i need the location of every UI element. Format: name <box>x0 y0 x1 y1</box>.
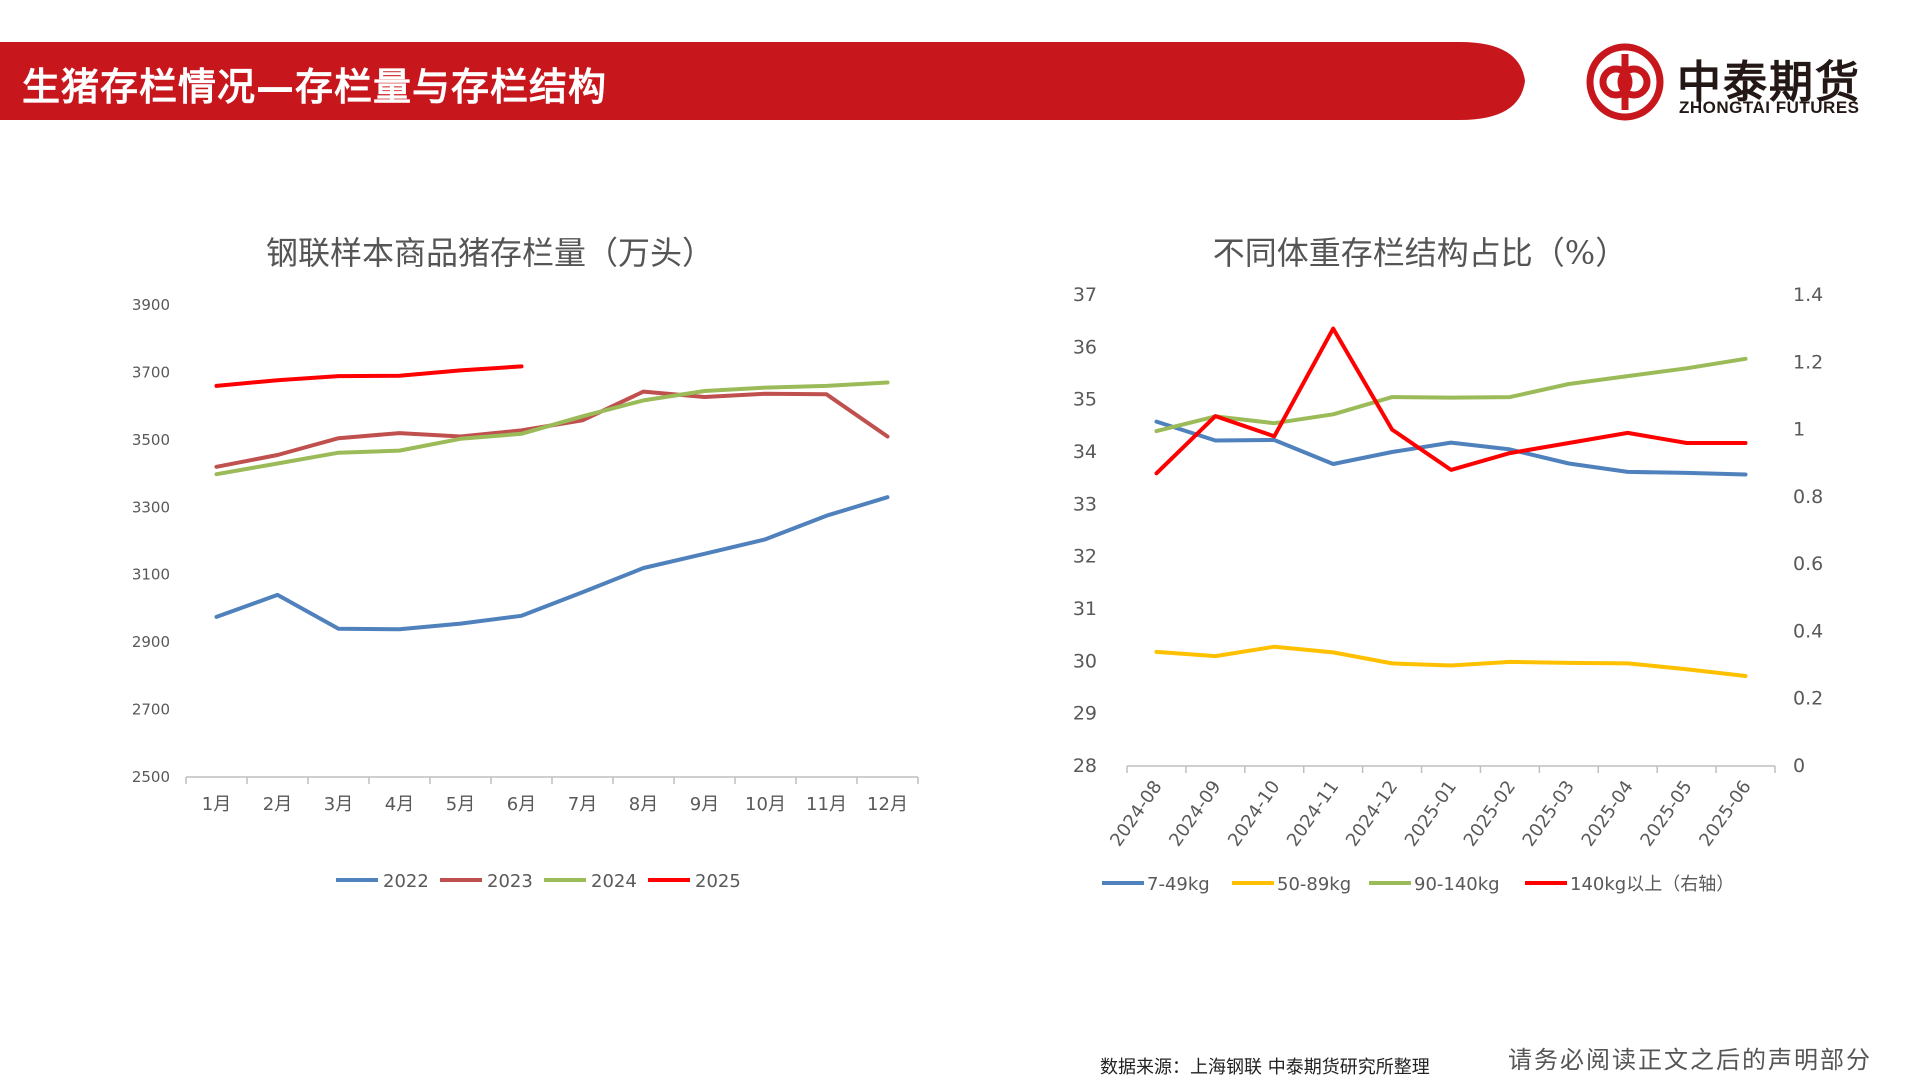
legend-label-2023: 2023 <box>487 871 533 892</box>
right-x-tick-label: 2024-08 <box>1106 777 1166 851</box>
left-x-tick-label: 8月 <box>629 794 658 815</box>
zhongtai-logo-mark-icon <box>1586 43 1664 121</box>
left-x-tick-label: 7月 <box>568 794 597 815</box>
right-chart-left-y-tick-label: 31 <box>1073 598 1097 620</box>
right-chart-left-y-tick-label: 37 <box>1073 284 1097 306</box>
left-x-tick-label: 2月 <box>263 794 292 815</box>
left-y-tick-label: 3100 <box>132 566 170 584</box>
left-y-tick-label: 2900 <box>132 633 170 651</box>
right-chart-left-y-tick-label: 34 <box>1073 441 1097 463</box>
right-x-tick-label: 2025-01 <box>1401 777 1461 851</box>
series-line-3 <box>1154 326 1748 476</box>
series-line-2022 <box>214 495 890 632</box>
right-chart-right-y-tick-label: 0 <box>1793 755 1805 777</box>
header-bar <box>0 42 1525 120</box>
left-x-tick-label: 4月 <box>385 794 414 815</box>
legend-label-2025: 2025 <box>695 871 741 892</box>
series-line-2025 <box>214 364 524 388</box>
right-chart-right-y-tick-label: 1.2 <box>1793 351 1823 373</box>
right-chart-left-y-tick-label: 36 <box>1073 336 1097 358</box>
right-chart-right-y-tick-label: 1 <box>1793 419 1805 441</box>
right-x-tick-label: 2025-04 <box>1577 777 1637 851</box>
legend-label-2022: 2022 <box>383 871 429 892</box>
left-y-tick-label: 3900 <box>132 296 170 314</box>
right-chart-left-y-tick-label: 30 <box>1073 650 1097 672</box>
right-chart-left-y-tick-label: 32 <box>1073 546 1097 568</box>
right-x-tick-label: 2025-03 <box>1519 777 1579 851</box>
legend-label-3: 140kg以上（右轴） <box>1570 874 1734 895</box>
right-x-tick-label: 2024-09 <box>1165 777 1225 851</box>
legend-label-2: 90-140kg <box>1414 874 1500 895</box>
right-x-tick-label: 2025-06 <box>1695 777 1755 851</box>
left-x-tick-label: 10月 <box>745 794 786 815</box>
right-chart-right-y-tick-label: 0.6 <box>1793 553 1823 575</box>
disclaimer-note: 请务必阅读正文之后的声明部分 <box>1508 1046 1872 1074</box>
left-y-tick-label: 3700 <box>132 363 170 381</box>
right-x-tick-label: 2024-12 <box>1342 777 1402 851</box>
series-line-2 <box>1154 356 1748 434</box>
zhongtai-logo: 中泰期货 ZHONGTAI FUTURES <box>1585 40 1905 130</box>
legend-label-0: 7-49kg <box>1147 874 1210 895</box>
right-chart-left-y-tick-label: 35 <box>1073 389 1097 411</box>
left-y-tick-label: 2700 <box>132 701 170 719</box>
left-x-tick-label: 6月 <box>507 794 536 815</box>
right-x-tick-label: 2024-10 <box>1224 777 1284 851</box>
left-x-tick-label: 12月 <box>867 794 908 815</box>
series-line-0 <box>1154 419 1748 477</box>
left-x-tick-label: 9月 <box>690 794 719 815</box>
right-x-tick-label: 2025-05 <box>1636 777 1696 851</box>
right-x-tick-label: 2025-02 <box>1460 777 1520 851</box>
left-y-tick-label: 3300 <box>132 498 170 516</box>
right-chart-right-y-tick-label: 0.8 <box>1793 486 1823 508</box>
right-chart-right-y-tick-label: 0.2 <box>1793 688 1823 710</box>
logo-name-cn: 中泰期货 <box>1677 57 1861 108</box>
logo-name-en: ZHONGTAI FUTURES <box>1679 98 1860 117</box>
right-chart-right-y-tick-label: 1.4 <box>1793 284 1823 306</box>
right-chart-title: 不同体重存栏结构占比（%） <box>1212 234 1628 272</box>
right-chart-left-y-tick-label: 33 <box>1073 493 1097 515</box>
data-source-note: 数据来源：上海钢联 中泰期货研究所整理 <box>1100 1057 1430 1078</box>
right-x-tick-label: 2024-11 <box>1283 777 1343 851</box>
legend-label-2024: 2024 <box>591 871 637 892</box>
left-x-tick-label: 3月 <box>324 794 353 815</box>
right-chart-left-y-tick-label: 29 <box>1073 703 1097 725</box>
left-x-tick-label: 5月 <box>446 794 475 815</box>
left-chart-title: 钢联样本商品猪存栏量（万头） <box>265 234 714 272</box>
left-y-tick-label: 2500 <box>132 768 170 786</box>
right-chart-right-y-tick-label: 0.4 <box>1793 620 1823 642</box>
right-chart-left-y-tick-label: 28 <box>1073 755 1097 777</box>
legend-label-1: 50-89kg <box>1277 874 1351 895</box>
left-y-tick-label: 3500 <box>132 431 170 449</box>
series-line-2024 <box>214 380 890 477</box>
series-line-1 <box>1154 644 1748 678</box>
left-x-tick-label: 11月 <box>806 794 847 815</box>
left-x-tick-label: 1月 <box>202 794 231 815</box>
page-title: 生猪存栏情况—存栏量与存栏结构 <box>22 65 608 109</box>
